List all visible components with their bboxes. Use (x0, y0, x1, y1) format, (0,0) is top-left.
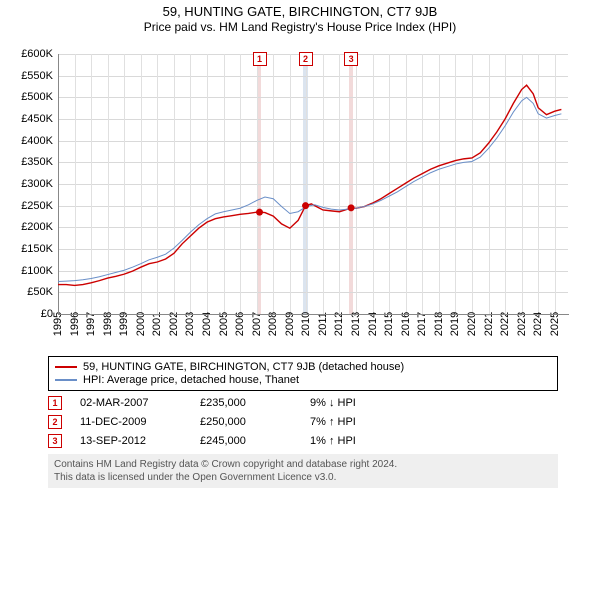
legend-box: 59, HUNTING GATE, BIRCHINGTON, CT7 9JB (… (48, 356, 558, 391)
sale-point (302, 202, 309, 209)
chart-lines (58, 54, 568, 314)
x-axis-label: 2008 (267, 312, 279, 336)
y-axis-label: £150K (21, 243, 53, 255)
x-axis-label: 2024 (532, 312, 544, 336)
x-axis-label: 2004 (201, 312, 213, 336)
sale-date: 02-MAR-2007 (80, 397, 200, 409)
x-axis-label: 2006 (234, 312, 246, 336)
x-axis-label: 2017 (416, 312, 428, 336)
sale-marker-1: 1 (253, 52, 267, 66)
x-axis-label: 2020 (466, 312, 478, 336)
page-title: 59, HUNTING GATE, BIRCHINGTON, CT7 9JB (0, 4, 600, 19)
x-axis-label: 1997 (85, 312, 97, 336)
x-axis-label: 2021 (483, 312, 495, 336)
y-axis-label: £50K (27, 286, 53, 298)
legend-swatch (55, 379, 77, 381)
x-axis-label: 2019 (449, 312, 461, 336)
sale-delta: 1% ↑ HPI (310, 435, 430, 447)
x-axis-label: 2018 (433, 312, 445, 336)
x-axis-label: 2010 (300, 312, 312, 336)
x-axis-label: 1999 (118, 312, 130, 336)
x-axis-label: 2000 (135, 312, 147, 336)
x-axis-label: 2025 (549, 312, 561, 336)
y-axis-label: £200K (21, 221, 53, 233)
price-chart: £0£50K£100K£150K£200K£250K£300K£350K£400… (10, 40, 575, 350)
x-axis-label: 2007 (251, 312, 263, 336)
legend-item: 59, HUNTING GATE, BIRCHINGTON, CT7 9JB (… (55, 361, 551, 373)
sale-row-marker: 1 (48, 396, 62, 410)
data-attribution: Contains HM Land Registry data © Crown c… (48, 454, 558, 488)
sale-marker-3: 3 (344, 52, 358, 66)
sales-list: 1 02-MAR-2007£235,0009% ↓ HPI 2 11-DEC-2009… (48, 396, 558, 448)
sale-price: £245,000 (200, 435, 310, 447)
footer-line: This data is licensed under the Open Gov… (54, 471, 552, 484)
y-axis-label: £300K (21, 178, 53, 190)
legend-label: 59, HUNTING GATE, BIRCHINGTON, CT7 9JB (… (83, 361, 404, 373)
series-property (58, 85, 561, 285)
x-axis-label: 2005 (218, 312, 230, 336)
sale-delta: 7% ↑ HPI (310, 416, 430, 428)
x-axis-label: 2015 (383, 312, 395, 336)
x-axis-label: 2012 (333, 312, 345, 336)
x-axis-label: 2011 (317, 312, 329, 336)
sale-price: £235,000 (200, 397, 310, 409)
legend-item: HPI: Average price, detached house, Than… (55, 374, 551, 386)
x-axis-label: 2016 (400, 312, 412, 336)
sale-row-marker: 2 (48, 415, 62, 429)
x-axis-label: 2003 (184, 312, 196, 336)
y-axis-label: £550K (21, 70, 53, 82)
sale-marker-2: 2 (299, 52, 313, 66)
sale-date: 13-SEP-2012 (80, 435, 200, 447)
sale-row: 1 02-MAR-2007£235,0009% ↓ HPI (48, 396, 558, 410)
sale-point (256, 209, 263, 216)
x-axis-label: 2014 (367, 312, 379, 336)
y-axis-label: £250K (21, 200, 53, 212)
x-axis-label: 2002 (168, 312, 180, 336)
x-axis-label: 1995 (52, 312, 64, 336)
sale-delta: 9% ↓ HPI (310, 397, 430, 409)
x-axis-label: 1996 (69, 312, 81, 336)
sale-row: 3 13-SEP-2012£245,0001% ↑ HPI (48, 434, 558, 448)
x-axis-label: 2022 (499, 312, 511, 336)
footer-line: Contains HM Land Registry data © Crown c… (54, 458, 552, 471)
y-axis-label: £450K (21, 113, 53, 125)
sale-price: £250,000 (200, 416, 310, 428)
x-axis-label: 1998 (102, 312, 114, 336)
x-axis-label: 2023 (516, 312, 528, 336)
y-axis-label: £400K (21, 135, 53, 147)
x-axis-label: 2013 (350, 312, 362, 336)
sale-date: 11-DEC-2009 (80, 416, 200, 428)
y-axis-label: £500K (21, 91, 53, 103)
sale-row-marker: 3 (48, 434, 62, 448)
page-subtitle: Price paid vs. HM Land Registry's House … (0, 20, 600, 34)
x-axis-label: 2009 (284, 312, 296, 336)
legend-label: HPI: Average price, detached house, Than… (83, 374, 299, 386)
y-axis-label: £600K (21, 48, 53, 60)
sale-point (348, 204, 355, 211)
sale-row: 2 11-DEC-2009£250,0007% ↑ HPI (48, 415, 558, 429)
legend-swatch (55, 366, 77, 368)
series-hpi (58, 97, 561, 281)
x-axis-label: 2001 (151, 312, 163, 336)
y-axis-label: £100K (21, 265, 53, 277)
y-axis-label: £350K (21, 156, 53, 168)
